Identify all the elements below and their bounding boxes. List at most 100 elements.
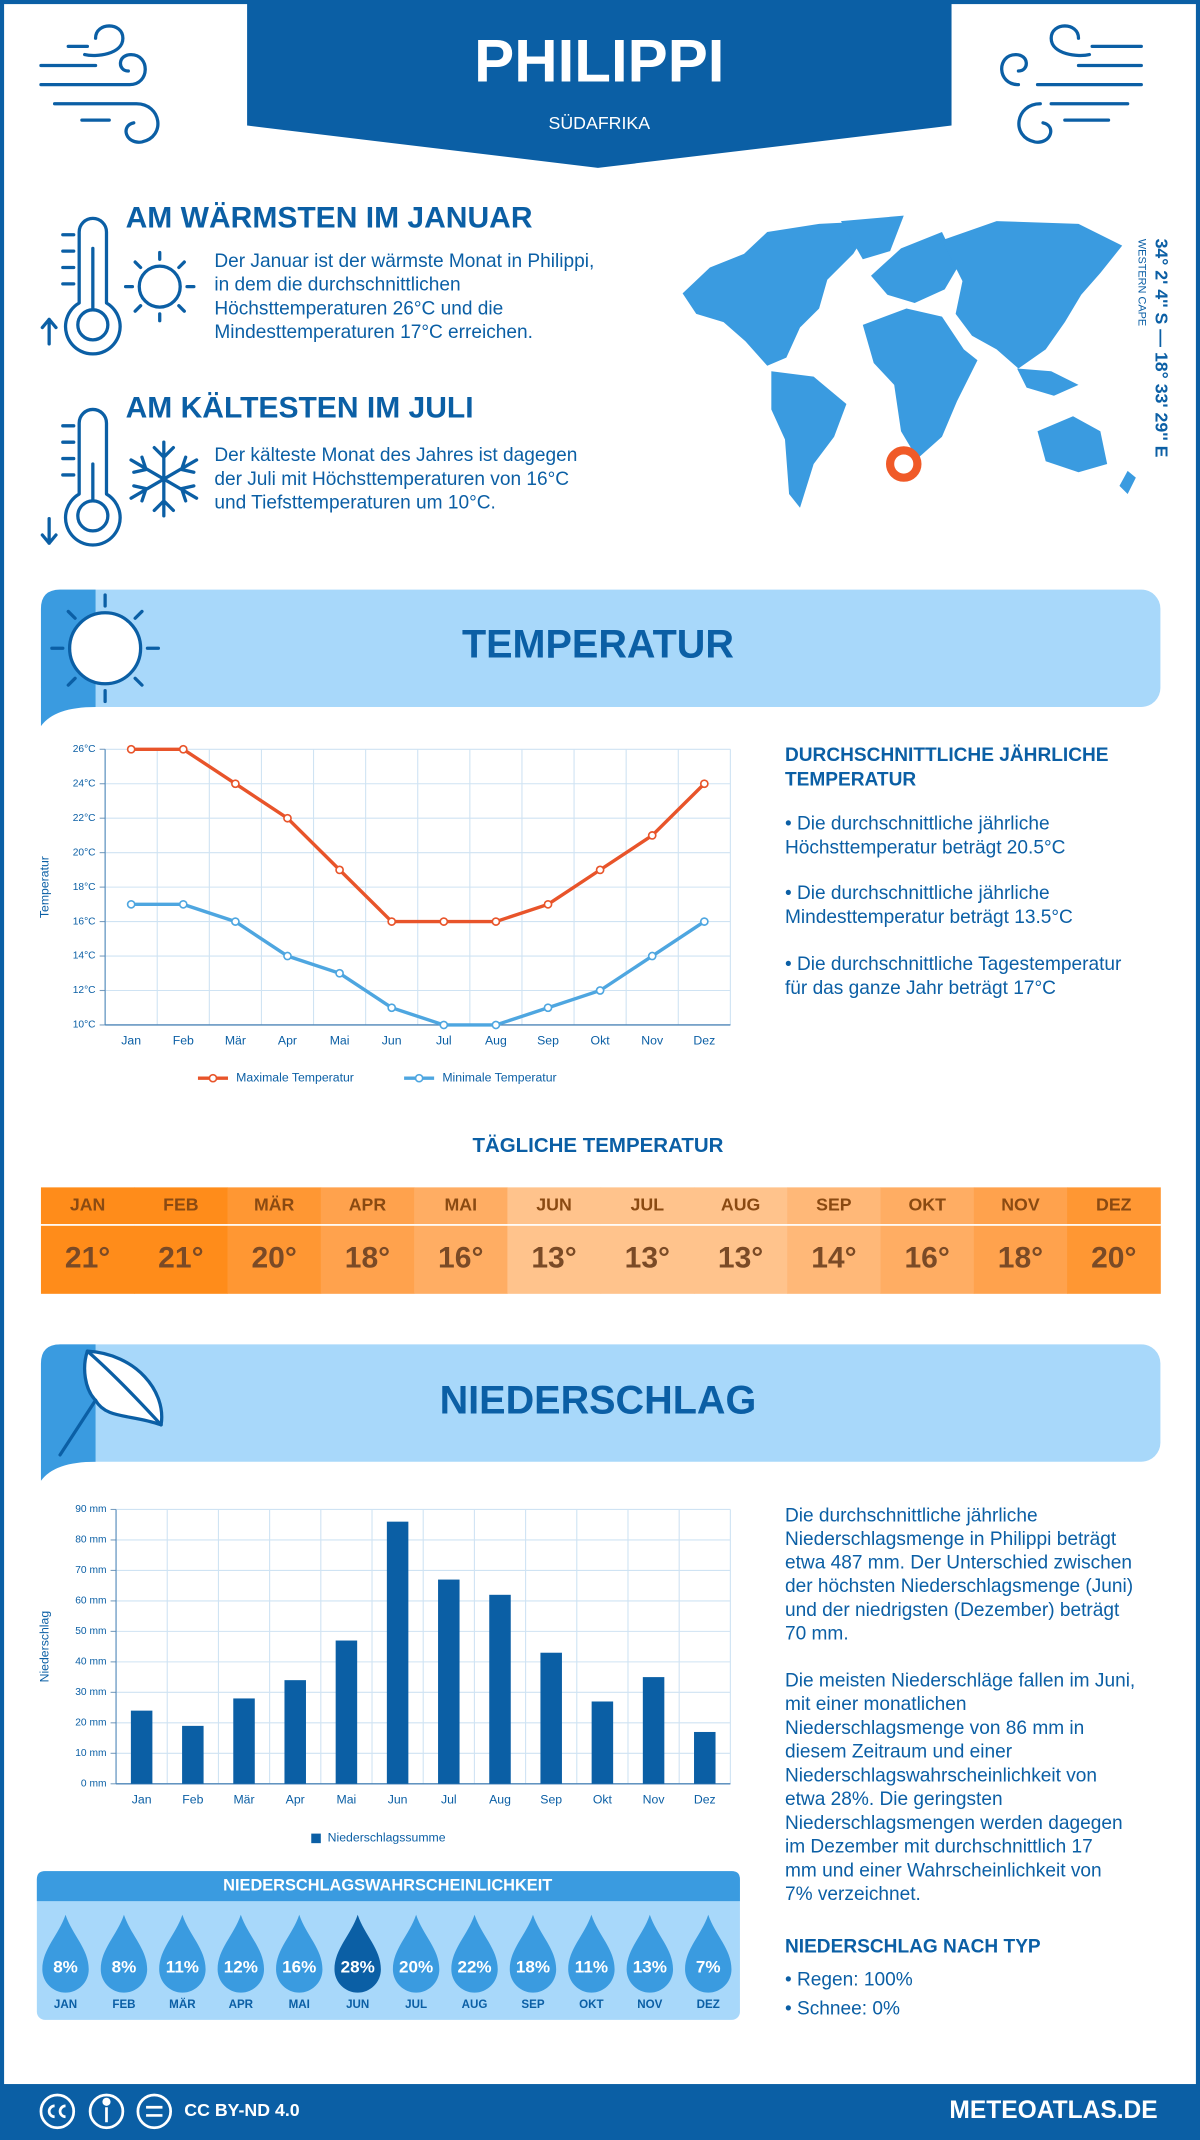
coldest-heading: AM KÄLTESTEN IM JULI xyxy=(126,391,474,424)
line-point xyxy=(647,831,657,840)
daily-header-cell xyxy=(693,1187,788,1225)
precipitation-text: Niederschlagsmengen werden dagegen xyxy=(785,1813,1123,1834)
umbrella-icon xyxy=(58,1349,164,1457)
probability-month: JUL xyxy=(405,1998,427,2011)
probability-value: 11% xyxy=(575,1958,608,1977)
daily-header-cell xyxy=(973,1187,1068,1225)
bar xyxy=(694,1731,716,1784)
rain-drop xyxy=(276,1914,323,1993)
daily-month: AUG xyxy=(721,1194,760,1214)
line-series xyxy=(131,747,706,924)
line-point xyxy=(126,899,136,909)
probability-month: NOV xyxy=(637,1998,662,2011)
x-tick-label: Jan xyxy=(132,1792,152,1806)
probability-value: 13% xyxy=(633,1958,667,1977)
license: CC BY-ND 4.0 xyxy=(184,2100,299,2120)
line-series xyxy=(131,902,706,1027)
precipitation-text: im Dezember mit durchschnittlich 17 xyxy=(785,1837,1093,1858)
line-point xyxy=(387,917,397,926)
rain-drop xyxy=(509,1914,557,1993)
summary-heading: TEMPERATUR xyxy=(785,770,916,791)
daily-month: MAI xyxy=(444,1194,477,1214)
line-point xyxy=(231,917,240,926)
continent xyxy=(771,371,847,508)
y-tick-label: 60 mm xyxy=(75,1596,106,1607)
daily-value-cell xyxy=(973,1225,1068,1294)
precipitation-text: etwa 487 mm. Der Unterschied zwischen xyxy=(785,1553,1132,1574)
line-point xyxy=(283,813,292,823)
bar xyxy=(540,1652,562,1784)
y-tick-label: 90 mm xyxy=(75,1504,106,1515)
y-tick-label: 30 mm xyxy=(75,1687,106,1698)
continent xyxy=(682,221,874,366)
footer-bar xyxy=(0,2084,1200,2140)
daily-value-cell xyxy=(40,1225,135,1294)
x-tick-label: Nov xyxy=(641,1034,664,1048)
line-point xyxy=(595,865,605,875)
daily-month: MÄR xyxy=(254,1194,295,1214)
y-tick-label: 50 mm xyxy=(75,1626,106,1637)
bar xyxy=(335,1640,358,1784)
rain-drop xyxy=(626,1914,674,1993)
bar xyxy=(233,1698,255,1784)
precipitation-text: mit einer monatlichen xyxy=(785,1694,967,1715)
x-tick-label: Okt xyxy=(591,1034,611,1048)
daily-value: 20° xyxy=(251,1242,296,1275)
x-tick-label: Feb xyxy=(182,1792,203,1806)
probability-month: AUG xyxy=(462,1998,488,2011)
x-tick-label: Jul xyxy=(436,1034,452,1048)
probability-box xyxy=(36,1871,740,2020)
line-point xyxy=(335,865,344,875)
precipitation-text: diesem Zeitraum und einer xyxy=(785,1742,1013,1763)
daily-value-cell xyxy=(414,1225,508,1294)
warmest-text: Mindesttemperaturen 17°C erreichen. xyxy=(214,322,533,343)
wind-icon-right xyxy=(1000,24,1143,144)
line-point xyxy=(595,986,605,995)
y-tick-label: 18°C xyxy=(73,882,96,893)
daily-header-cell xyxy=(320,1187,415,1225)
daily-value: 14° xyxy=(811,1242,856,1275)
y-tick-label: 26°C xyxy=(73,744,96,755)
line-point xyxy=(543,1003,553,1013)
rain-drop xyxy=(100,1914,148,1993)
daily-value: 21° xyxy=(158,1242,203,1275)
line-point xyxy=(387,1003,397,1013)
line-point xyxy=(126,744,136,754)
probability-month: OKT xyxy=(579,1998,603,2011)
line-point xyxy=(178,744,188,754)
daily-month: SEP xyxy=(816,1194,852,1214)
y-tick-label: 80 mm xyxy=(75,1535,106,1546)
y-tick-label: 22°C xyxy=(73,813,96,824)
probability-month: MÄR xyxy=(169,1998,196,2011)
continent xyxy=(1119,470,1136,495)
license-icons xyxy=(39,2093,173,2130)
daily-header-cell xyxy=(414,1187,508,1225)
temperature-banner xyxy=(40,589,1161,707)
daily-header-cell xyxy=(880,1187,975,1225)
probability-value: 22% xyxy=(457,1958,491,1977)
probability-value: 11% xyxy=(166,1958,199,1977)
daily-value-cell xyxy=(693,1225,788,1294)
precipitation-text: der höchsten Niederschlagsmenge (Juni) xyxy=(785,1576,1133,1597)
x-tick-label: Mai xyxy=(337,1792,357,1806)
x-tick-label: Feb xyxy=(173,1034,194,1048)
sun-icon xyxy=(123,250,196,323)
y-tick-label: 12°C xyxy=(73,985,96,996)
world-map xyxy=(682,215,1136,508)
summary-bullet: für das ganze Jahr beträgt 17°C xyxy=(785,978,1056,999)
daily-month: DEZ xyxy=(1096,1194,1132,1214)
x-tick-label: Jun xyxy=(382,1034,402,1048)
probability-value: 7% xyxy=(696,1958,721,1977)
line-point xyxy=(491,917,501,926)
daily-header-cell xyxy=(787,1187,881,1225)
thermometer-warm-icon xyxy=(40,216,122,356)
y-axis-label: Temperatur xyxy=(37,856,51,918)
daily-month: JUL xyxy=(631,1194,665,1214)
location-marker xyxy=(886,446,922,482)
daily-month: JUN xyxy=(536,1194,571,1214)
summary-bullet: Mindesttemperatur beträgt 13.5°C xyxy=(785,907,1073,928)
legend-label: Minimale Temperatur xyxy=(442,1070,556,1084)
rain-drop xyxy=(159,1914,206,1993)
probability-month: JUN xyxy=(346,1998,369,2011)
